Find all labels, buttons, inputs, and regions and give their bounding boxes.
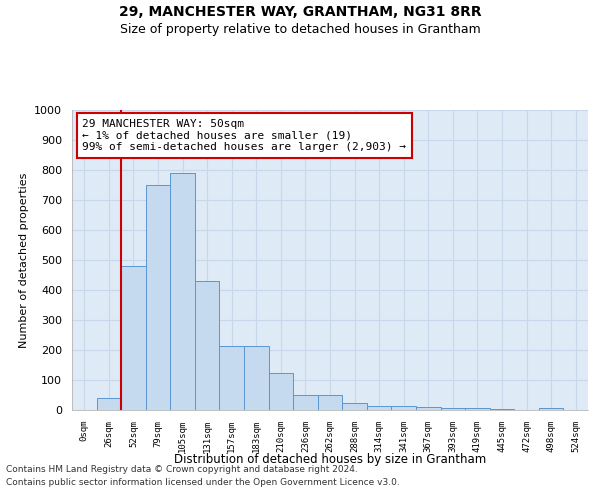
Bar [391, 406, 416, 410]
Bar [342, 402, 367, 410]
Bar [416, 407, 440, 410]
Bar [490, 408, 514, 410]
Text: Size of property relative to detached houses in Grantham: Size of property relative to detached ho… [119, 22, 481, 36]
Bar [367, 406, 391, 410]
Bar [293, 395, 318, 410]
Bar [244, 346, 269, 410]
Bar [220, 346, 244, 410]
Bar [539, 408, 563, 410]
Text: 29 MANCHESTER WAY: 50sqm
← 1% of detached houses are smaller (19)
99% of semi-de: 29 MANCHESTER WAY: 50sqm ← 1% of detache… [82, 119, 406, 152]
Bar [121, 266, 146, 410]
Text: Distribution of detached houses by size in Grantham: Distribution of detached houses by size … [174, 452, 486, 466]
Text: Contains public sector information licensed under the Open Government Licence v3: Contains public sector information licen… [6, 478, 400, 487]
Bar [146, 185, 170, 410]
Bar [97, 398, 121, 410]
Bar [195, 281, 220, 410]
Text: 29, MANCHESTER WAY, GRANTHAM, NG31 8RR: 29, MANCHESTER WAY, GRANTHAM, NG31 8RR [119, 5, 481, 19]
Y-axis label: Number of detached properties: Number of detached properties [19, 172, 29, 348]
Bar [318, 395, 342, 410]
Bar [170, 173, 195, 410]
Bar [465, 408, 490, 410]
Bar [269, 372, 293, 410]
Bar [440, 408, 465, 410]
Text: Contains HM Land Registry data © Crown copyright and database right 2024.: Contains HM Land Registry data © Crown c… [6, 466, 358, 474]
